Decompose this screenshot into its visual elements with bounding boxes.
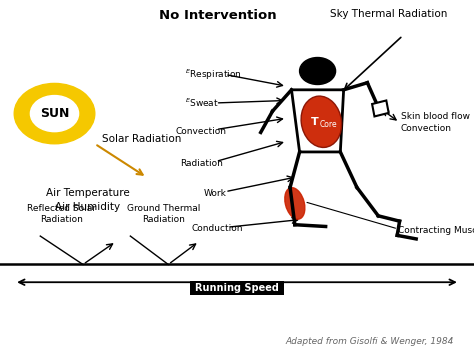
Text: SUN: SUN bbox=[40, 107, 69, 120]
Text: Convection: Convection bbox=[175, 127, 227, 136]
Circle shape bbox=[30, 95, 79, 132]
Polygon shape bbox=[17, 103, 28, 108]
Polygon shape bbox=[75, 126, 85, 133]
Polygon shape bbox=[75, 94, 85, 101]
Polygon shape bbox=[34, 131, 43, 140]
Text: Running Speed: Running Speed bbox=[195, 283, 279, 293]
Ellipse shape bbox=[285, 188, 305, 219]
Ellipse shape bbox=[301, 96, 342, 147]
Polygon shape bbox=[35, 87, 43, 96]
Polygon shape bbox=[24, 126, 34, 133]
Text: Core: Core bbox=[320, 120, 337, 129]
Polygon shape bbox=[292, 90, 344, 152]
Polygon shape bbox=[24, 94, 34, 101]
Polygon shape bbox=[56, 84, 63, 92]
Text: Adapted from Gisolfi & Wenger, 1984: Adapted from Gisolfi & Wenger, 1984 bbox=[285, 337, 454, 346]
FancyBboxPatch shape bbox=[190, 281, 284, 295]
Polygon shape bbox=[17, 119, 28, 124]
Circle shape bbox=[14, 83, 95, 144]
Polygon shape bbox=[66, 87, 75, 96]
Polygon shape bbox=[66, 131, 74, 140]
Text: Sky Thermal Radiation: Sky Thermal Radiation bbox=[330, 9, 447, 19]
Polygon shape bbox=[56, 135, 63, 143]
Polygon shape bbox=[84, 111, 95, 116]
Polygon shape bbox=[46, 84, 53, 92]
Text: Contracting Muscle: Contracting Muscle bbox=[398, 226, 474, 235]
Text: Air Temperature
Air Humidity: Air Temperature Air Humidity bbox=[46, 188, 129, 212]
Text: Ground Thermal
Radiation: Ground Thermal Radiation bbox=[127, 204, 200, 224]
Polygon shape bbox=[14, 111, 25, 116]
Polygon shape bbox=[81, 119, 92, 124]
Text: Conduction: Conduction bbox=[192, 224, 244, 234]
Text: No Intervention: No Intervention bbox=[159, 9, 277, 22]
Text: $^E$Sweat: $^E$Sweat bbox=[185, 97, 219, 109]
Text: Skin blood flow
Convection: Skin blood flow Convection bbox=[401, 113, 470, 132]
Text: $^E$Respiration: $^E$Respiration bbox=[185, 67, 242, 82]
Circle shape bbox=[300, 58, 336, 84]
Polygon shape bbox=[46, 135, 53, 143]
Text: Radiation: Radiation bbox=[180, 159, 223, 168]
Polygon shape bbox=[372, 100, 389, 116]
Text: Reflected Solar
Radiation: Reflected Solar Radiation bbox=[27, 204, 96, 224]
Text: Solar Radiation: Solar Radiation bbox=[102, 134, 181, 144]
Text: Work: Work bbox=[204, 189, 227, 198]
Text: T: T bbox=[311, 117, 319, 127]
Polygon shape bbox=[81, 103, 92, 108]
